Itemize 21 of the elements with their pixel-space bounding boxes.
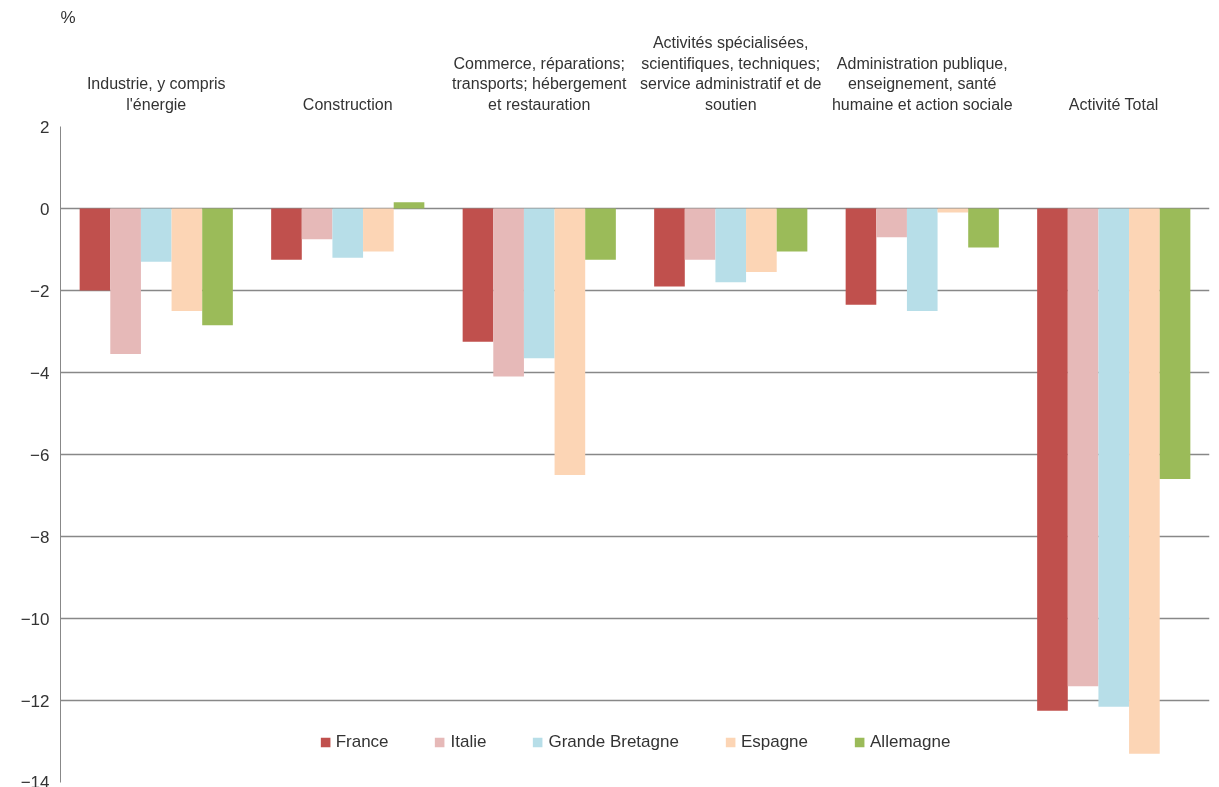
- y-tick-label: −6: [30, 445, 50, 465]
- x-tick-label: Commerce, réparations; transports; hébergement et restauration: [452, 54, 627, 113]
- y-tick-label: −10: [20, 609, 50, 629]
- legend-label: Grande Bretagne: [548, 732, 679, 752]
- x-tick-label: Administration publique, enseignement, santé humaine et action sociale: [831, 54, 1013, 113]
- legend-label: Espagne: [740, 732, 809, 752]
- x-tick-label: Industrie, y compris l'énergie: [86, 75, 226, 113]
- legend-label: Italie: [450, 732, 487, 752]
- legend-label: France: [335, 732, 389, 752]
- y-tick-label: −14: [20, 772, 50, 787]
- y-tick-label: 2: [40, 117, 50, 137]
- y-tick-label: −12: [20, 691, 50, 711]
- y-tick-label: −8: [30, 527, 50, 547]
- x-tick-label: Activités spécialisées, scientifiques, techniques; service administratif et de soutien: [640, 34, 822, 113]
- x-tick-label: Construction: [302, 95, 393, 113]
- y-tick-label: 0: [40, 199, 50, 219]
- x-tick-label: Activité Total: [1068, 95, 1159, 113]
- legend-label: Allemagne: [870, 732, 951, 752]
- y-tick-label: −4: [30, 363, 50, 383]
- y-axis-title: %: [60, 7, 76, 27]
- y-tick-label: −2: [30, 281, 50, 301]
